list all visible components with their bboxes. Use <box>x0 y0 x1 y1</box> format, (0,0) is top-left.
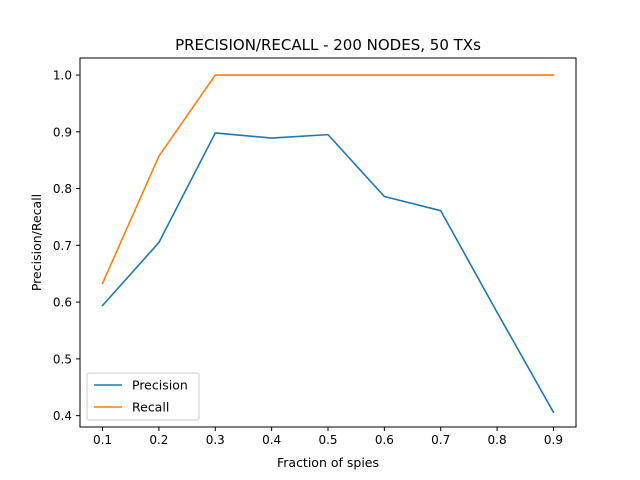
plot-frame <box>79 57 577 428</box>
y-tick-label: 0.5 <box>53 352 72 366</box>
x-tick-label: 0.7 <box>431 433 450 447</box>
y-tick-label: 1.0 <box>53 69 72 83</box>
x-axis-ticks: 0.1 0.2 0.3 0.4 0.5 0.6 0.7 0.8 0.9 <box>93 427 563 447</box>
x-tick-label: 0.8 <box>488 433 507 447</box>
y-tick-label: 0.6 <box>53 296 72 310</box>
x-tick-label: 0.1 <box>93 433 112 447</box>
x-tick-label: 0.6 <box>375 433 394 447</box>
y-tick-label: 0.9 <box>53 125 72 139</box>
series-layer <box>101 74 555 414</box>
legend-label-recall: Recall <box>132 400 169 415</box>
y-tick-label: 0.7 <box>53 239 72 253</box>
y-tick-label: 0.8 <box>53 182 72 196</box>
legend: Precision Recall <box>86 372 200 421</box>
x-tick-label: 0.4 <box>262 433 281 447</box>
chart-title: PRECISION/RECALL - 200 NODES, 50 TXs <box>175 36 481 54</box>
series-line-recall <box>101 74 555 285</box>
x-tick-label: 0.2 <box>149 433 168 447</box>
y-tick-label: 0.4 <box>53 409 72 423</box>
x-tick-label: 0.3 <box>206 433 225 447</box>
x-axis-label: Fraction of spies <box>277 455 379 470</box>
y-axis-ticks: 0.4 0.5 0.6 0.7 0.8 0.9 1.0 <box>53 69 80 423</box>
legend-label-precision: Precision <box>132 378 188 393</box>
series-line-precision <box>101 132 555 414</box>
x-tick-label: 0.9 <box>544 433 563 447</box>
x-tick-label: 0.5 <box>318 433 337 447</box>
y-axis-label: Precision/Recall <box>29 194 44 291</box>
